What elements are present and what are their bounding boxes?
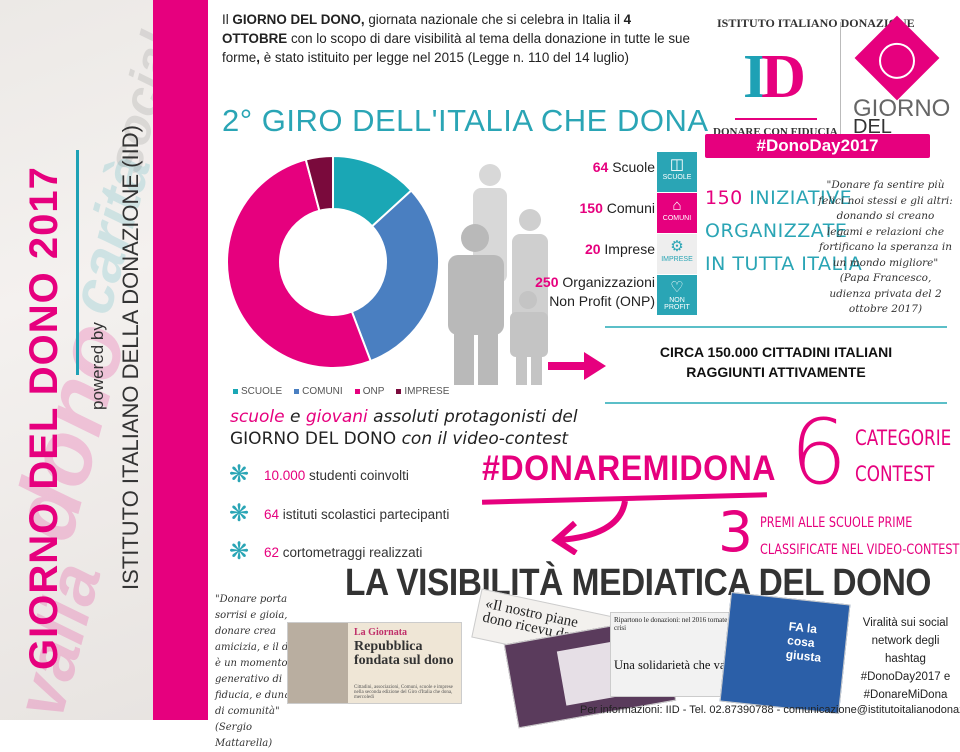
intro-paragraph: Il GIORNO DEL DONO, giornata nazionale c… [222,12,690,65]
arrow-right-icon [548,352,606,380]
institute-name: ISTITUTO ITALIANO DELLA DONAZIONE (IID) [118,125,143,590]
powered-by-label: powered by [88,322,107,410]
legend-swatch [354,388,360,394]
town-hall-icon: ⌂ [672,197,682,214]
categories-count: 6 [790,400,848,505]
logo-separator [840,22,841,137]
legend-swatch [233,388,238,394]
legend-swatch [294,388,300,394]
divider-line [605,326,947,328]
legend-item-imprese: IMPRESE [396,386,449,397]
imprese-tile: ⚙ IMPRESE [657,234,697,274]
divider-line [605,402,947,404]
scuole-tile: ◫ SCUOLE [657,152,697,192]
iid-logo-line [735,118,817,120]
asterisk-icon: ❋ [228,538,250,565]
legend-swatch [396,388,402,394]
citizens-reached: CIRCA 150.000 CITTADINI ITALIANI RAGGIUNT… [659,344,893,380]
asterisk-icon: ❋ [228,461,250,488]
curved-arrow-icon [551,500,628,555]
press-clipping: La Giornata Repubblica fondata sul dono … [287,622,462,704]
pope-quote: "Donare fa sentire più felici noi stessi… [818,179,953,315]
prizes-count: 3 [718,500,753,564]
bullet-schools: ❋ 64 istituti scolastici partecipanti [228,500,450,527]
contest-intro: scuole e giovani assoluti protagonisti d… [230,407,578,449]
media-title: LA VISIBILITÀ MEDIATICA DEL DONO [345,562,931,604]
bullet-shorts: ❋ 62 cortometraggi realizzati [228,538,423,565]
virality-note: Viralità sui social network degli hashta… [860,617,951,701]
initiatives-count: 150 INIZIATIVE ORGANIZZATE IN TUTTA ITALIA [705,187,863,275]
pink-band [153,0,208,720]
donut-slice-comuni [350,189,440,363]
donut-slice-onp [226,158,372,369]
iid-logo-arc-text: ISTITUTO ITALIANO DONAZIONE [717,16,915,30]
donut-chart [226,154,440,369]
tv-screenshot: FA la cosa giusta [719,592,851,714]
contest-hashtag: #DONAREMIDONA [482,449,777,488]
legend-item-onp: ONP [354,386,384,397]
stat-comuni: 150 Comuni [579,200,656,216]
stat-scuole: 64 Scuole [592,159,655,175]
people-icon [448,164,548,385]
legend-item-comuni: COMUNI [294,386,343,397]
section-title: 2° GIRO DELL'ITALIA CHE DONA [222,103,709,138]
main-title: GIORNO DEL DONO 2017 [22,166,66,670]
iid-logo: ID [743,43,806,111]
stat-imprese: 20 Imprese [584,241,655,257]
stat-onp: 250 Organizzazioni Non Profit (ONP) [535,274,655,309]
photo [288,623,348,703]
legend-item-scuole: SCUOLE [233,386,282,397]
donut-slice-imprese [304,154,334,212]
book-icon: ◫ [669,156,685,173]
hashtag-badge: #DonoDay2017 [705,134,930,158]
bullet-students: ❋ 10.000 studenti coinvolti [228,461,409,488]
title-divider [76,150,79,375]
chart-legend: SCUOLE COMUNI ONP IMPRESE [233,386,449,397]
prizes-label: PREMI ALLE SCUOLE PRIME CLASSIFICATE NEL … [760,515,960,558]
onp-tile: ♡ NON PROFIT [657,275,697,315]
gears-icon: ⚙ [670,238,684,255]
contact-footer: Per informazioni: IID - Tel. 02.87390788… [580,704,960,716]
asterisk-icon: ❋ [228,500,250,527]
categories-label: CATEGORIE CONTEST [855,426,952,486]
heart-icon: ♡ [670,279,684,296]
logos: ISTITUTO ITALIANO DONAZIONE ID DONARE CO… [705,10,955,161]
gdd-logo-line1: GIORNO [853,95,951,122]
comuni-tile: ⌂ COMUNI [657,193,697,233]
